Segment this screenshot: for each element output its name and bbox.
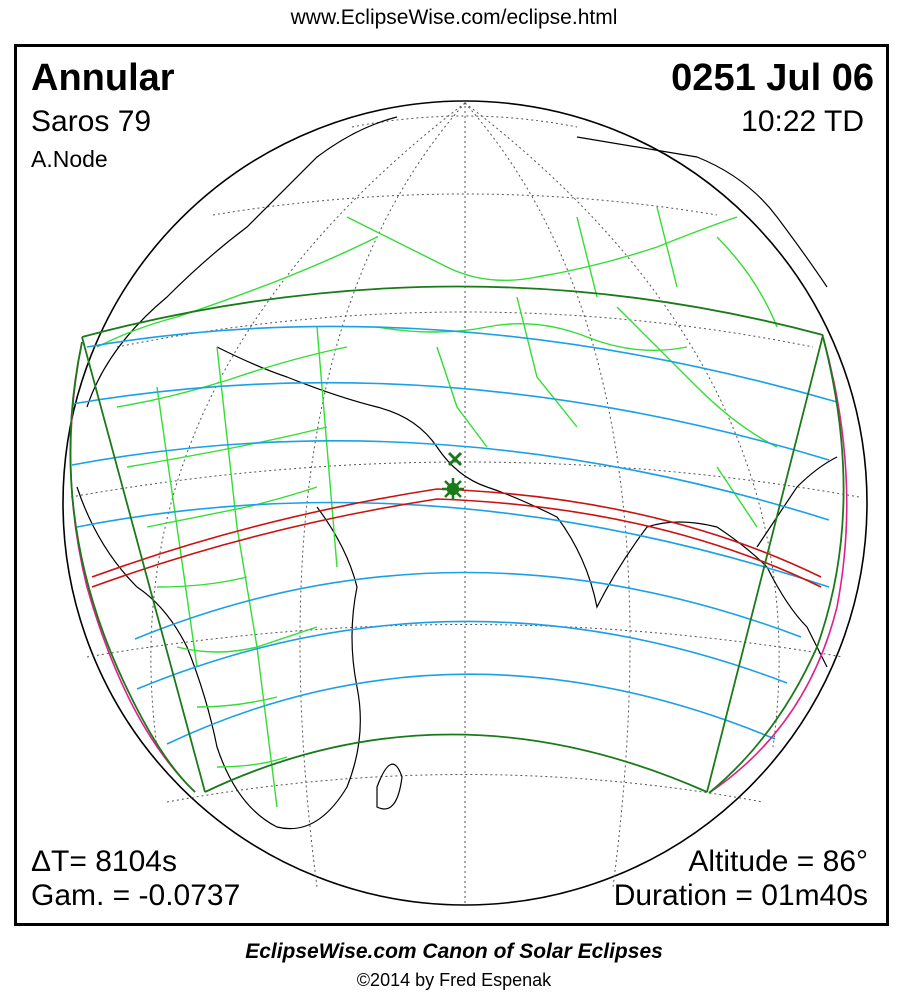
- gamma-value: Gam. = -0.0737: [31, 879, 241, 912]
- eclipse-map: [62, 100, 868, 906]
- footer-title: EclipseWise.com Canon of Solar Eclipses: [245, 940, 663, 963]
- eclipse-type: Annular: [31, 57, 175, 99]
- sun-altitude: Altitude = 86°: [688, 845, 868, 878]
- map-frame: Annular 0251 Jul 06 Saros 79 10:22 TD A.…: [14, 44, 889, 926]
- eclipse-duration: Duration = 01m40s: [613, 879, 868, 912]
- node-label: A.Node: [31, 146, 108, 172]
- graticule-latitudes: [70, 115, 860, 803]
- country-borders: [96, 206, 778, 808]
- magnitude-contours: [71, 325, 838, 745]
- eclipse-date: 0251 Jul 06: [671, 57, 874, 99]
- header-url[interactable]: www.EclipseWise.com/eclipse.html: [290, 6, 618, 29]
- central-path: [91, 488, 822, 588]
- coastlines: [76, 116, 838, 830]
- subsolar-point-icon: [447, 451, 463, 467]
- saros-number: Saros 79: [31, 105, 152, 138]
- footer-copyright: ©2014 by Fred Espenak: [356, 970, 552, 990]
- eclipse-time: 10:22 TD: [741, 105, 864, 138]
- greatest-eclipse-star-icon: [442, 478, 464, 500]
- greatest-eclipse-marker[interactable]: [442, 451, 464, 500]
- penumbra-boundary: [69, 285, 845, 794]
- graticule-meridians: [150, 101, 780, 905]
- delta-t: ΔT= 8104s: [31, 845, 177, 878]
